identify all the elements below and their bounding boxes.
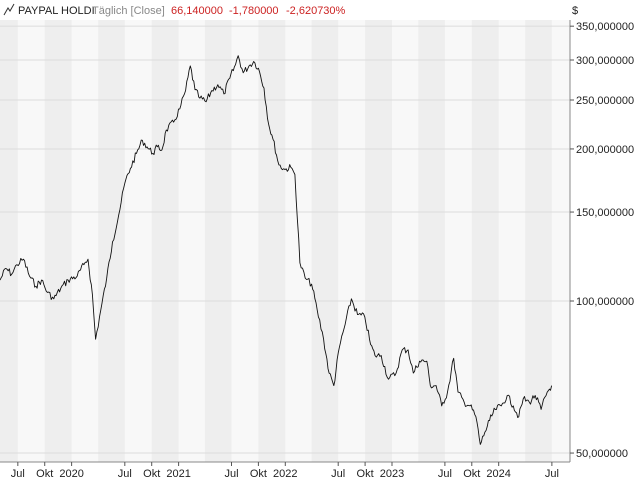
x-tick-label: 2022 [273,468,297,480]
background-band [151,20,179,462]
y-axis-ticks: 50,000000 100,000000 150,000000 200,000000 2… [570,21,634,460]
x-tick-label: Jul [224,468,238,480]
instrument-name: PAYPAL HOLDI [18,5,95,17]
x-tick-label: 2021 [166,468,190,480]
background-band [311,20,339,462]
x-tick-label: Okt [36,468,53,480]
background-bands [0,20,570,462]
x-tick-label: Okt [463,468,480,480]
y-tick-label: 50,000000 [576,448,628,460]
x-tick-label: Jul [11,468,25,480]
price-change: -1,780000 [229,5,279,17]
background-band [204,20,232,462]
header-background [2,2,348,18]
chart-header: PAYPAL HOLDI Täglich [Close] 66,140000 -… [2,2,348,18]
y-tick-label: 300,000000 [576,55,634,67]
gridlines [0,25,570,454]
y-tick-label: 250,000000 [576,95,634,107]
x-tick-label: Okt [357,468,374,480]
x-tick-label: Okt [250,468,267,480]
x-tick-label: 2023 [380,468,404,480]
background-band [98,20,125,462]
line-chart-icon [3,3,15,16]
price-change-percent: -2,620730% [286,5,346,17]
y-tick-label: 350,000000 [576,21,634,33]
price-series [0,55,553,445]
x-tick-label: Jul [438,468,452,480]
background-band [258,20,286,462]
background-band [0,20,18,462]
x-tick-label: 2024 [486,468,510,480]
x-axis-ticks: Jul Okt 2020 Jul Okt 2021 Jul Okt 2022 Jul Okt 2023… [11,462,559,480]
background-band [418,20,445,462]
background-band [471,20,499,462]
last-price: 66,140000 [171,5,223,17]
background-band [365,20,392,462]
series-line [0,55,553,445]
x-tick-label: Jul [118,468,132,480]
background-band [525,20,552,462]
period-label: Täglich [Close] [92,5,165,17]
y-tick-label: 150,000000 [576,207,634,219]
x-tick-label: Jul [331,468,345,480]
x-tick-label: Okt [143,468,160,480]
x-tick-label: Jul [545,468,559,480]
x-tick-label: 2020 [59,468,83,480]
y-tick-label: 100,000000 [576,296,634,308]
currency-label: $ [572,5,578,17]
background-band [44,20,72,462]
y-tick-label: 200,000000 [576,144,634,156]
